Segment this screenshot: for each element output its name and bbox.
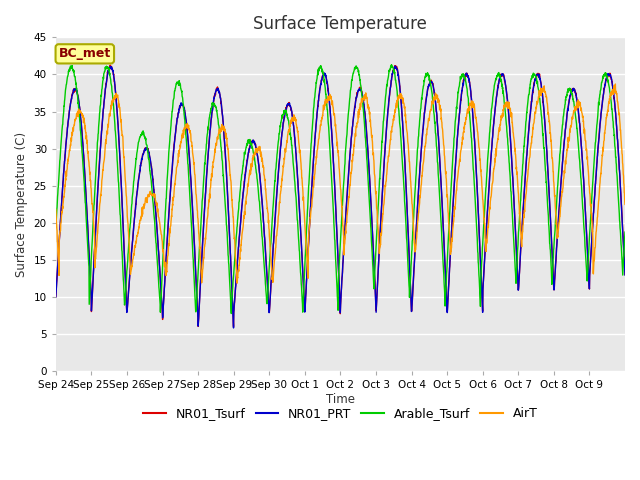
- Arable_Tsurf: [388, 62, 396, 68]
- Y-axis label: Surface Temperature (C): Surface Temperature (C): [15, 132, 28, 277]
- Title: Surface Temperature: Surface Temperature: [253, 15, 428, 33]
- NR01_PRT: [109, 68, 116, 74]
- NR01_PRT: [392, 63, 399, 69]
- Arable_Tsurf: [227, 311, 235, 316]
- Arable_Tsurf: [232, 241, 239, 247]
- NR01_PRT: [375, 256, 383, 262]
- NR01_Tsurf: [232, 279, 240, 285]
- Arable_Tsurf: [109, 94, 116, 99]
- AirT: [614, 98, 621, 104]
- NR01_PRT: [232, 283, 239, 289]
- Arable_Tsurf: [375, 191, 383, 197]
- NR01_Tsurf: [109, 69, 116, 74]
- AirT: [512, 159, 520, 165]
- NR01_Tsurf: [375, 249, 383, 255]
- NR01_Tsurf: [513, 246, 520, 252]
- AirT: [109, 96, 116, 102]
- AirT: [612, 81, 620, 87]
- NR01_PRT: [52, 294, 60, 300]
- NR01_Tsurf: [545, 175, 552, 181]
- AirT: [621, 202, 629, 207]
- NR01_Tsurf: [106, 62, 114, 68]
- AirT: [52, 206, 60, 212]
- Line: AirT: AirT: [56, 84, 625, 283]
- AirT: [234, 280, 241, 286]
- NR01_PRT: [621, 272, 629, 278]
- AirT: [544, 111, 552, 117]
- Line: NR01_Tsurf: NR01_Tsurf: [56, 65, 625, 327]
- Arable_Tsurf: [52, 224, 60, 230]
- NR01_PRT: [545, 176, 552, 182]
- Arable_Tsurf: [614, 179, 621, 184]
- Arable_Tsurf: [545, 213, 552, 219]
- Legend: NR01_Tsurf, NR01_PRT, Arable_Tsurf, AirT: NR01_Tsurf, NR01_PRT, Arable_Tsurf, AirT: [138, 402, 543, 425]
- X-axis label: Time: Time: [326, 393, 355, 406]
- Line: Arable_Tsurf: Arable_Tsurf: [56, 65, 625, 313]
- NR01_Tsurf: [52, 294, 60, 300]
- Arable_Tsurf: [513, 273, 520, 278]
- NR01_Tsurf: [614, 134, 621, 140]
- Text: BC_met: BC_met: [59, 48, 111, 60]
- AirT: [232, 256, 239, 262]
- Line: NR01_PRT: NR01_PRT: [56, 66, 625, 328]
- Arable_Tsurf: [621, 229, 629, 235]
- NR01_PRT: [614, 136, 621, 142]
- AirT: [375, 240, 383, 246]
- NR01_Tsurf: [621, 272, 629, 277]
- NR01_PRT: [513, 244, 520, 250]
- NR01_Tsurf: [230, 324, 237, 330]
- NR01_PRT: [230, 325, 237, 331]
